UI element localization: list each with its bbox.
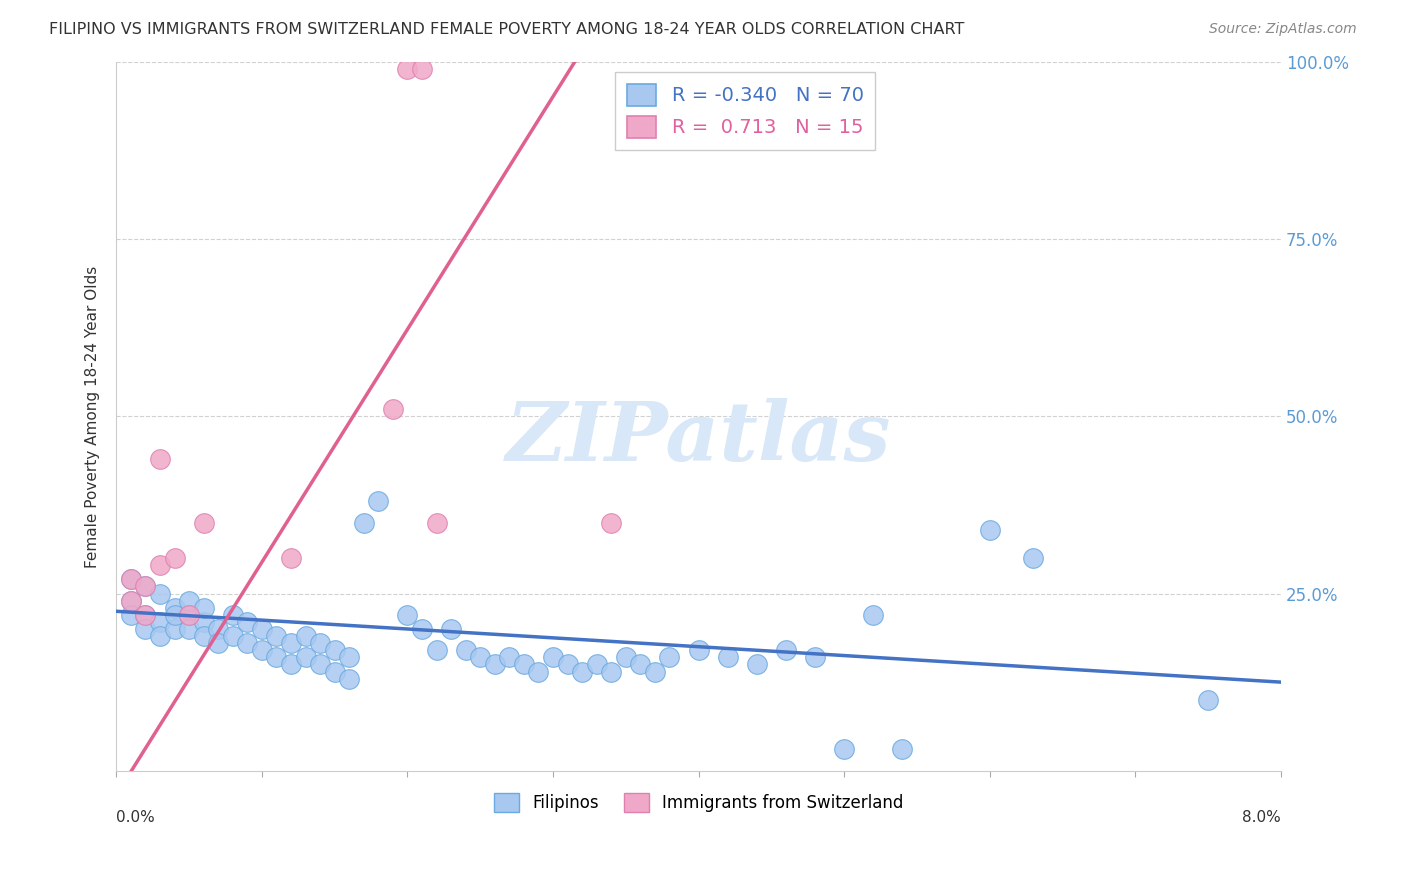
Point: [628, 657, 651, 672]
Point: [337, 672, 360, 686]
Point: [207, 622, 229, 636]
Point: [280, 636, 302, 650]
Point: [658, 650, 681, 665]
Point: [294, 629, 316, 643]
Legend: Filipinos, Immigrants from Switzerland: Filipinos, Immigrants from Switzerland: [486, 787, 910, 819]
Point: [323, 665, 346, 679]
Point: [280, 657, 302, 672]
Point: [149, 586, 172, 600]
Point: [120, 573, 142, 587]
Point: [163, 622, 186, 636]
Point: [120, 593, 142, 607]
Point: [193, 516, 215, 530]
Point: [177, 607, 200, 622]
Point: [717, 650, 740, 665]
Point: [891, 742, 914, 756]
Point: [309, 657, 332, 672]
Point: [309, 636, 332, 650]
Point: [266, 629, 288, 643]
Point: [177, 593, 200, 607]
Point: [177, 607, 200, 622]
Point: [513, 657, 536, 672]
Point: [832, 742, 855, 756]
Point: [294, 650, 316, 665]
Point: [571, 665, 593, 679]
Point: [775, 643, 797, 657]
Text: 8.0%: 8.0%: [1243, 810, 1281, 825]
Point: [337, 650, 360, 665]
Text: 0.0%: 0.0%: [117, 810, 155, 825]
Point: [614, 650, 637, 665]
Point: [134, 622, 156, 636]
Point: [1197, 693, 1219, 707]
Point: [163, 551, 186, 566]
Point: [177, 622, 200, 636]
Point: [134, 579, 156, 593]
Point: [1022, 551, 1045, 566]
Point: [440, 622, 463, 636]
Point: [236, 615, 259, 629]
Point: [134, 607, 156, 622]
Point: [425, 643, 447, 657]
Point: [396, 62, 419, 77]
Point: [411, 62, 433, 77]
Point: [688, 643, 710, 657]
Point: [527, 665, 550, 679]
Point: [644, 665, 666, 679]
Point: [193, 600, 215, 615]
Point: [149, 615, 172, 629]
Point: [120, 593, 142, 607]
Point: [250, 643, 273, 657]
Point: [236, 636, 259, 650]
Point: [222, 607, 245, 622]
Point: [120, 607, 142, 622]
Point: [266, 650, 288, 665]
Point: [484, 657, 506, 672]
Point: [498, 650, 520, 665]
Point: [163, 600, 186, 615]
Point: [425, 516, 447, 530]
Point: [163, 607, 186, 622]
Point: [411, 622, 433, 636]
Point: [149, 452, 172, 467]
Point: [353, 516, 375, 530]
Point: [134, 579, 156, 593]
Point: [149, 558, 172, 573]
Point: [862, 607, 884, 622]
Point: [396, 607, 419, 622]
Point: [541, 650, 564, 665]
Text: Source: ZipAtlas.com: Source: ZipAtlas.com: [1209, 22, 1357, 37]
Point: [134, 607, 156, 622]
Point: [600, 516, 623, 530]
Point: [367, 494, 389, 508]
Point: [454, 643, 477, 657]
Point: [585, 657, 607, 672]
Text: ZIPatlas: ZIPatlas: [506, 398, 891, 478]
Point: [979, 523, 1001, 537]
Point: [193, 615, 215, 629]
Point: [804, 650, 827, 665]
Point: [470, 650, 492, 665]
Point: [381, 402, 404, 417]
Point: [222, 629, 245, 643]
Point: [250, 622, 273, 636]
Y-axis label: Female Poverty Among 18-24 Year Olds: Female Poverty Among 18-24 Year Olds: [86, 265, 100, 567]
Point: [745, 657, 768, 672]
Point: [280, 551, 302, 566]
Point: [557, 657, 579, 672]
Point: [323, 643, 346, 657]
Point: [207, 636, 229, 650]
Point: [149, 629, 172, 643]
Point: [193, 629, 215, 643]
Point: [600, 665, 623, 679]
Point: [120, 573, 142, 587]
Text: FILIPINO VS IMMIGRANTS FROM SWITZERLAND FEMALE POVERTY AMONG 18-24 YEAR OLDS COR: FILIPINO VS IMMIGRANTS FROM SWITZERLAND …: [49, 22, 965, 37]
